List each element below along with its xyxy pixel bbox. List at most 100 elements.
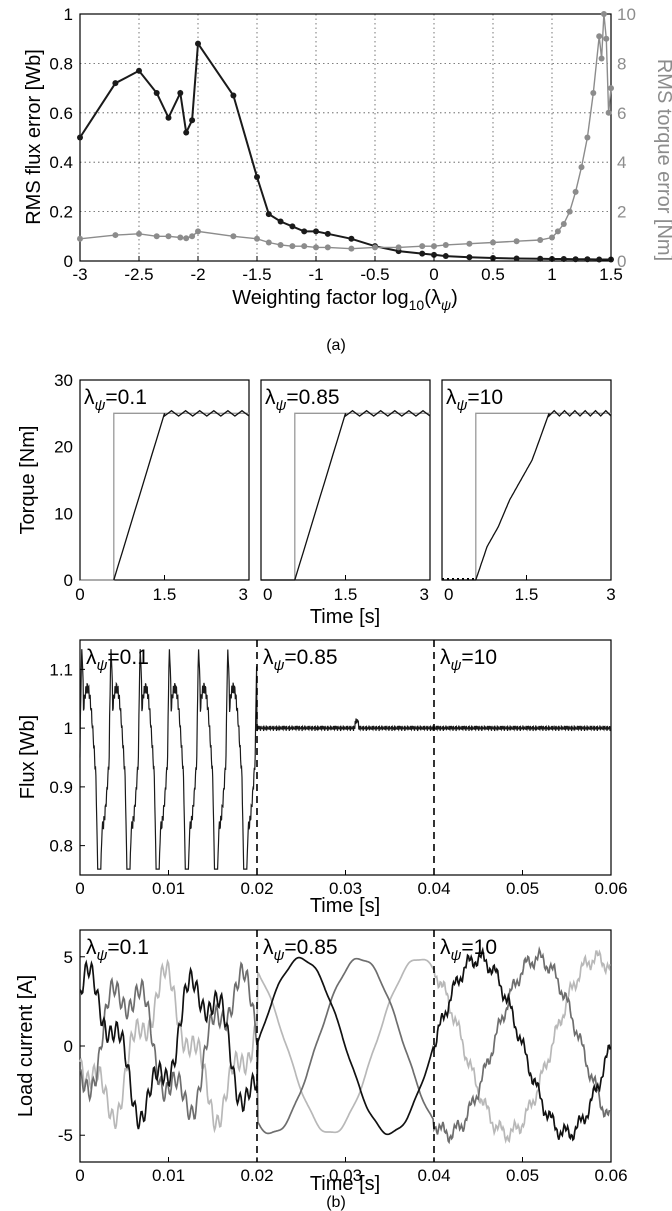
y-right-tick-label: 0 — [617, 252, 626, 271]
flux-error-point — [572, 256, 579, 263]
torque-panel: λψ=10 0 1.5 3 — [441, 379, 616, 604]
x-tick-label: 3 — [420, 585, 429, 604]
torque-error-point — [165, 233, 172, 240]
torque-x-label: Time [s] — [310, 606, 380, 628]
x-tick-label: 0 — [429, 265, 438, 284]
y-axis-right-label: RMS torque error [Nm] — [653, 59, 672, 261]
lambda-label: λψ=0.85 — [263, 936, 338, 964]
torque-response-line — [113, 409, 250, 581]
flux-error-point — [112, 80, 119, 87]
series-layer — [79, 930, 611, 1162]
torque-error-point — [395, 244, 402, 251]
flux-error-point — [177, 90, 184, 97]
x-tick-label: 0.03 — [329, 879, 362, 898]
flux-error-point — [230, 92, 237, 99]
flux-error-point — [183, 129, 190, 136]
torque-panel: λψ=0.1 0 1.5 3 — [75, 379, 250, 604]
flux-error-point — [513, 255, 520, 262]
torque-error-point — [560, 220, 567, 227]
torque-error-point — [313, 244, 319, 251]
x-tick-label: -0.5 — [360, 265, 389, 284]
flux-trace — [79, 649, 612, 870]
y-tick-label: 0 — [64, 571, 73, 590]
y-right-tick-label: 2 — [617, 203, 626, 222]
series-layer — [77, 11, 614, 263]
torque-error-point — [596, 33, 603, 40]
torque-error-point — [136, 230, 142, 237]
flux-y-label: Flux [Wb] — [17, 715, 39, 799]
torque-error-point — [578, 164, 585, 171]
lambda-label: λψ=0.1 — [86, 936, 149, 964]
torque-error-point — [254, 235, 260, 242]
lambda-label: λψ=0.1 — [84, 386, 147, 414]
flux-error-point — [419, 250, 426, 257]
y-tick-label: 1 — [64, 5, 73, 24]
flux-error-point — [189, 117, 196, 124]
x-tick-label: -3 — [72, 265, 87, 284]
x-tick-label: -1.5 — [242, 265, 271, 284]
segment-labels: λψ=0.1 λψ=0.85 λψ=10 — [86, 936, 497, 964]
series-layer — [79, 640, 612, 875]
torque-error-point — [600, 11, 607, 17]
torque-error-point — [177, 234, 184, 241]
flux-error-point — [442, 253, 449, 260]
torque-reference-line — [80, 412, 249, 581]
chart-load-current: 0 0.01 0.02 0.03 0.04 0.05 0.06-505 λψ=0.1 λψ=0… — [15, 929, 628, 1211]
y-tick-label: 10 — [54, 504, 73, 523]
flux-error-point — [301, 228, 308, 235]
torque-error-point — [598, 55, 605, 62]
torque-error-point — [466, 240, 473, 247]
flux-error-point — [431, 251, 437, 258]
x-tick-label: 0.05 — [506, 879, 539, 898]
torque-error-point — [348, 245, 355, 252]
phase-c-current — [79, 949, 611, 1144]
x-tick-label: 0.03 — [329, 1166, 362, 1185]
flux-error-point — [560, 256, 567, 263]
torque-error-point — [372, 244, 378, 251]
torque-reference-line — [442, 412, 611, 581]
y-tick-label: 0.8 — [49, 837, 73, 856]
chart-torque-panels: λψ=0.10 1.5 3λψ=0.850 1.5 3λψ=100 1.5 30102030… — [17, 371, 616, 628]
torque-error-point — [419, 243, 426, 250]
current-y-label: Load current [A] — [15, 975, 37, 1117]
torque-error-point — [301, 243, 308, 250]
x-tick-label: 1 — [547, 265, 556, 284]
grid — [80, 14, 611, 261]
y-tick-label: 0.4 — [49, 153, 73, 172]
y-tick-label: 0.8 — [49, 54, 73, 73]
torque-error-point — [537, 237, 544, 244]
x-tick-label: 3 — [606, 585, 615, 604]
torque-error-point — [572, 188, 579, 195]
flux-error-point — [289, 223, 296, 230]
y-tick-label: 5 — [64, 948, 73, 967]
lambda-label: λψ=0.1 — [86, 646, 149, 674]
torque-error-point — [554, 228, 561, 235]
flux-error-line — [79, 40, 611, 261]
x-tick-label: 1.5 — [599, 265, 623, 284]
x-tick-label: 0.02 — [240, 879, 273, 898]
torque-error-point — [277, 241, 284, 248]
flux-error-point — [324, 230, 331, 237]
flux-error-point — [537, 255, 544, 262]
flux-error-point — [153, 90, 160, 97]
torque-error-point — [566, 208, 573, 215]
lambda-label: λψ=0.85 — [263, 646, 338, 674]
tick-labels: -3 -2.5 -2 -1.5 -1 -0.5 0 0.5 1 1.500.20.40.60.81… — [49, 5, 636, 284]
torque-error-point — [431, 243, 437, 250]
torque-error-point — [324, 244, 331, 251]
torque-y-label: Torque [Nm] — [17, 426, 39, 535]
y-tick-label: 0 — [64, 1037, 73, 1056]
torque-error-point — [112, 232, 119, 239]
x-tick-label: 0.05 — [506, 1166, 539, 1185]
y-tick-label: -5 — [58, 1126, 73, 1145]
torque-error-point — [265, 239, 272, 246]
y-right-tick-label: 6 — [617, 104, 626, 123]
torque-error-point — [153, 233, 160, 240]
x-tick-label: 3 — [239, 585, 248, 604]
flux-error-point — [596, 256, 603, 263]
tick-labels: 0 0.01 0.02 0.03 0.04 0.05 0.06 0.8 0.9 1 1.1 — [49, 660, 627, 898]
torque-error-point — [77, 235, 83, 242]
x-tick-label: 0.02 — [240, 1166, 273, 1185]
